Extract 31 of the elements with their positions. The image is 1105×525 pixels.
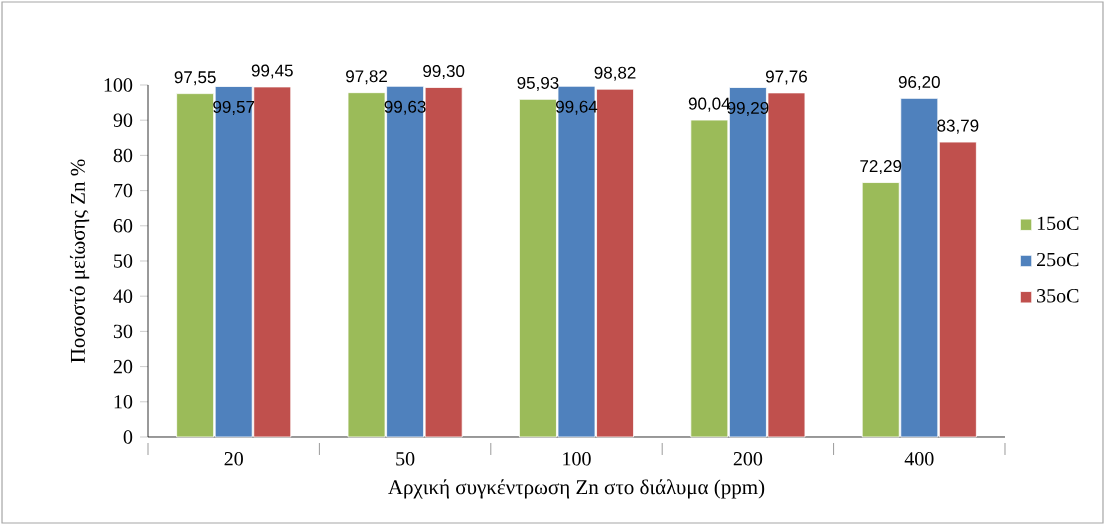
y-axis-title: Ποσοστό μείωσης Zn % [69,159,90,363]
x-tick-label: 200 [733,452,763,466]
y-tick-label: 90 [113,113,133,127]
y-tick-label: 20 [113,359,133,374]
data-label: 95,93 [517,76,559,91]
x-tick-label: 100 [563,452,591,466]
data-label: 98,82 [594,66,636,81]
data-label: 99,45 [251,64,293,79]
y-tick-label: 0 [123,430,133,444]
data-label: 83,79 [937,119,979,134]
y-tick-label: 40 [113,289,133,303]
x-tick-label: 400 [904,452,934,466]
y-tick-label: 30 [113,324,133,339]
legend-label: 35oC [1037,289,1079,303]
y-tick-label: 70 [114,183,133,198]
x-tick-label: 50 [396,452,415,466]
y-tick-label: 50 [114,254,133,268]
data-label: 97,55 [174,71,216,86]
legend-label: 25oC [1037,252,1079,267]
data-label: 72,29 [860,160,902,175]
data-label: 99,30 [423,65,465,80]
x-tick-label: 20 [224,452,243,466]
data-label: 96,20 [898,75,940,90]
y-tick-label: 10 [114,395,133,409]
data-label: 97,76 [765,70,807,85]
y-tick-label: 80 [113,148,133,163]
legend-label: 15oC [1037,216,1079,231]
x-axis-title: Αρχική συγκέντρωση Zn στο διάλυμα (ppm) [388,479,765,499]
y-tick-label: 60 [113,219,133,233]
y-tick-label: 100 [104,78,133,92]
data-label: 97,82 [346,70,387,85]
